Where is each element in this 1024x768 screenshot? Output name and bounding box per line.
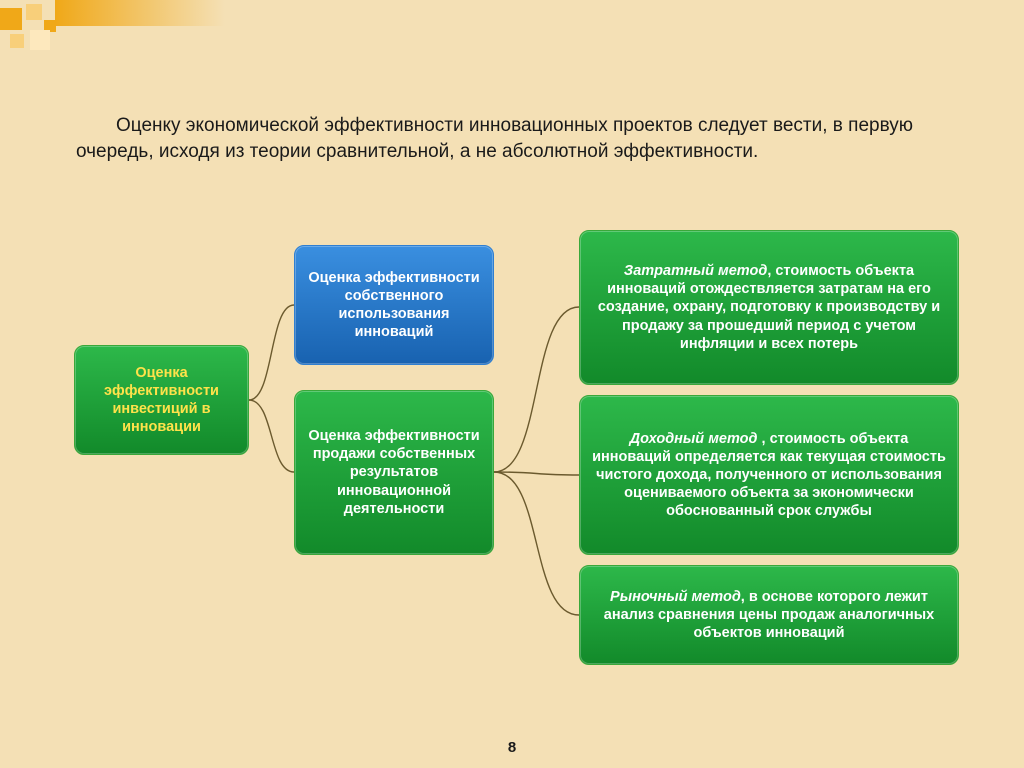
node-method-income: Доходный метод , стоимость объекта иннов… <box>579 395 959 555</box>
hierarchy-diagram: Оценка эффективности инвестиций в иннова… <box>74 230 974 728</box>
method2-label: Доходный метод <box>630 431 762 447</box>
node-method-market: Рыночный метод, в основе которого лежит … <box>579 565 959 665</box>
node-root-text: Оценка эффективности инвестиций в иннова… <box>87 364 236 437</box>
intro-text: Оценку экономической эффективности иннов… <box>76 115 913 162</box>
node-root: Оценка эффективности инвестиций в иннова… <box>74 345 249 455</box>
node-mid-sale: Оценка эффективности продажи собственных… <box>294 390 494 555</box>
intro-paragraph: Оценку экономической эффективности иннов… <box>76 113 964 164</box>
node-mid1-text: Оценка эффективности собственного исполь… <box>307 269 481 342</box>
node-method-cost: Затратный метод, стоимость объекта иннов… <box>579 230 959 385</box>
slide-number: 8 <box>0 739 1024 756</box>
corner-decoration <box>0 0 230 80</box>
method3-label: Рыночный метод <box>610 589 741 605</box>
node-mid-own-use: Оценка эффективности собственного исполь… <box>294 245 494 365</box>
method1-label: Затратный метод <box>624 263 767 279</box>
node-mid2-text: Оценка эффективности продажи собственных… <box>307 427 481 518</box>
